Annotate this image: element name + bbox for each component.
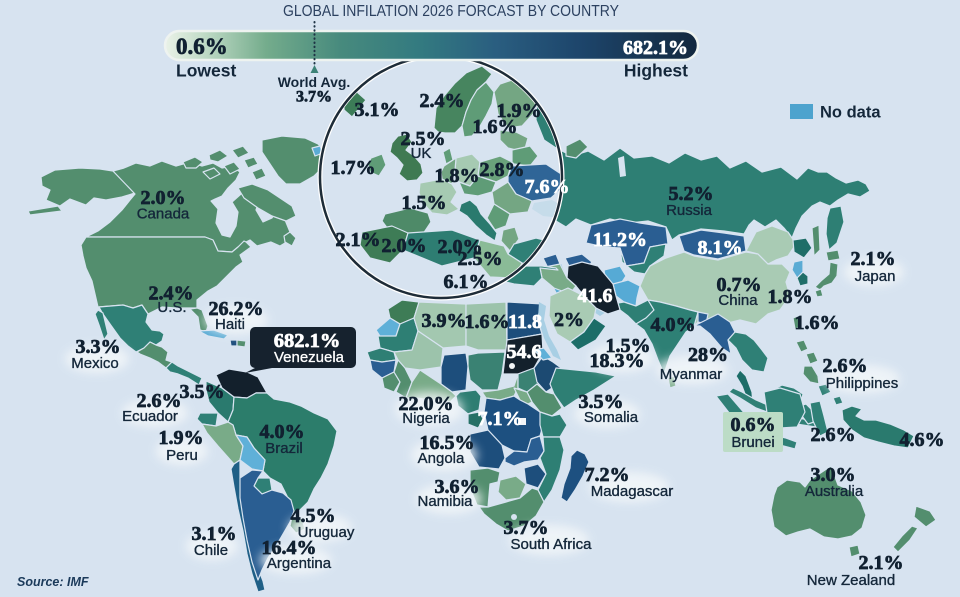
svg-text:No data: No data (820, 104, 881, 122)
svg-text:0.6%: 0.6% (176, 34, 228, 59)
svg-text:3.5%: 3.5% (579, 391, 624, 413)
svg-text:Highest: Highest (624, 61, 688, 81)
svg-text:Angola: Angola (418, 450, 465, 467)
svg-text:2.1%: 2.1% (336, 229, 381, 251)
svg-text:3.7%: 3.7% (296, 89, 332, 106)
svg-text:3.1%: 3.1% (355, 99, 400, 121)
svg-text:18.3%: 18.3% (590, 350, 645, 372)
svg-text:2.1%: 2.1% (851, 248, 896, 270)
svg-text:Philippines: Philippines (826, 375, 899, 392)
svg-text:16.5%: 16.5% (420, 432, 475, 454)
svg-text:Chile: Chile (194, 542, 228, 559)
svg-text:2.6%: 2.6% (811, 424, 856, 446)
svg-text:3.9%: 3.9% (422, 310, 467, 332)
svg-text:682.1%: 682.1% (623, 37, 688, 59)
svg-text:1.8%: 1.8% (435, 165, 480, 187)
svg-text:2.0%: 2.0% (382, 235, 427, 257)
svg-text:2.4%: 2.4% (149, 283, 194, 305)
svg-text:1.7%: 1.7% (331, 157, 376, 179)
svg-text:0.7%: 0.7% (717, 274, 762, 296)
svg-text:Source: IMF: Source: IMF (17, 575, 89, 589)
svg-text:3.6%: 3.6% (435, 476, 480, 498)
svg-text:7.2%: 7.2% (585, 464, 630, 486)
svg-text:4.0%: 4.0% (651, 314, 696, 336)
svg-text:Madagascar: Madagascar (591, 483, 674, 500)
svg-text:Brazil: Brazil (265, 440, 303, 457)
svg-text:8.1%: 8.1% (698, 237, 743, 259)
svg-text:26.2%: 26.2% (209, 298, 264, 320)
svg-text:Peru: Peru (166, 447, 198, 464)
svg-text:1.6%: 1.6% (473, 116, 518, 138)
svg-text:0.6%: 0.6% (731, 414, 776, 436)
svg-text:Nigeria: Nigeria (402, 410, 450, 427)
svg-text:South Africa: South Africa (511, 536, 593, 553)
svg-text:3.7%: 3.7% (504, 517, 549, 539)
svg-text:2.5%: 2.5% (458, 248, 503, 270)
svg-text:7.1%: 7.1% (478, 408, 523, 430)
svg-text:4.6%: 4.6% (900, 429, 945, 451)
svg-text:7.6%: 7.6% (525, 176, 570, 198)
svg-text:2%: 2% (554, 309, 584, 331)
svg-text:GLOBAL INFILATION 2026 FORCAST: GLOBAL INFILATION 2026 FORCAST BY COUNTR… (283, 3, 619, 20)
svg-text:2.6%: 2.6% (137, 390, 182, 412)
svg-text:Venezuela: Venezuela (274, 349, 345, 366)
svg-text:1.5%: 1.5% (606, 335, 651, 357)
svg-text:Canada: Canada (137, 206, 190, 223)
svg-text:Namibia: Namibia (417, 493, 473, 510)
svg-text:1.5%: 1.5% (402, 192, 447, 214)
svg-text:5.2%: 5.2% (669, 183, 714, 205)
svg-text:682.1%: 682.1% (274, 330, 341, 352)
svg-text:China: China (718, 292, 758, 309)
svg-text:Somalia: Somalia (584, 409, 639, 426)
svg-text:2.5%: 2.5% (401, 128, 446, 150)
svg-text:2.1%: 2.1% (859, 552, 904, 574)
svg-text:3.0%: 3.0% (811, 464, 856, 486)
svg-text:Uruguay: Uruguay (298, 524, 355, 541)
svg-text:Brunei: Brunei (731, 434, 774, 451)
svg-text:Ecuador: Ecuador (122, 408, 178, 425)
svg-text:New Zealand: New Zealand (807, 572, 895, 589)
svg-text:1.6%: 1.6% (465, 311, 510, 333)
svg-text:2.6%: 2.6% (823, 355, 868, 377)
svg-text:3.1%: 3.1% (192, 523, 237, 545)
svg-text:1.6%: 1.6% (795, 312, 840, 334)
svg-text:2.0%: 2.0% (438, 236, 483, 258)
svg-text:Myanmar: Myanmar (660, 366, 723, 383)
svg-text:41.6: 41.6 (578, 285, 613, 307)
svg-text:Argentina: Argentina (267, 555, 332, 572)
svg-text:Japan: Japan (855, 268, 896, 285)
svg-text:1.8%: 1.8% (768, 286, 813, 308)
svg-text:U.S.: U.S. (157, 299, 186, 316)
svg-text:22.0%: 22.0% (399, 393, 454, 415)
svg-text:2.0%: 2.0% (141, 187, 186, 209)
svg-text:16.4%: 16.4% (262, 537, 317, 559)
svg-text:2.4%: 2.4% (420, 90, 465, 112)
svg-text:Australia: Australia (805, 483, 864, 500)
svg-text:6.1%: 6.1% (444, 271, 489, 293)
svg-text:3.3%: 3.3% (76, 336, 121, 358)
svg-text:World Avg.: World Avg. (278, 74, 351, 90)
svg-text:11.2%: 11.2% (593, 229, 647, 251)
svg-text:Lowest: Lowest (176, 61, 236, 81)
svg-text:3.5%: 3.5% (180, 381, 225, 403)
svg-text:Russia: Russia (666, 202, 713, 219)
svg-text:Mexico: Mexico (71, 355, 119, 372)
svg-text:4.5%: 4.5% (291, 505, 336, 527)
svg-text:UK: UK (411, 145, 432, 162)
svg-text:2.8%: 2.8% (480, 159, 525, 181)
svg-text:28%: 28% (688, 344, 728, 366)
svg-text:1.9%: 1.9% (497, 100, 542, 122)
svg-text:54.6: 54.6 (507, 341, 542, 363)
svg-text:1.9%: 1.9% (159, 427, 204, 449)
svg-text:Haiti: Haiti (215, 316, 245, 333)
svg-text:11.8: 11.8 (508, 311, 542, 333)
svg-text:4.0%: 4.0% (260, 421, 305, 443)
